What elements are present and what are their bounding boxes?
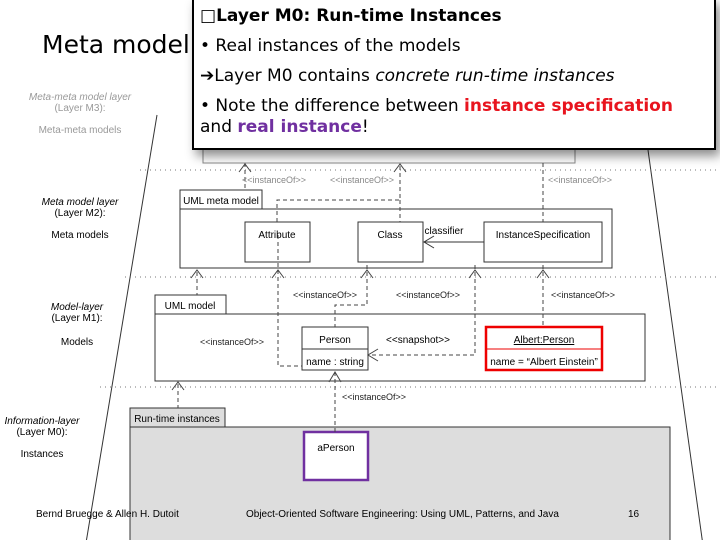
callout-line2: Layer M0 contains (214, 66, 376, 86)
person-label: Person (319, 335, 351, 346)
layer-m2-desc: Meta models (51, 230, 108, 241)
layer-separators (100, 169, 720, 388)
snapshot-label: <<snapshot>> (386, 335, 450, 346)
instancespecification-label: InstanceSpecification (496, 230, 591, 241)
person-attribute: name : string (306, 357, 364, 368)
layer-m0-name: Information-layer (4, 416, 80, 427)
callout-box: □Layer M0: Run-time Instances • Real ins… (192, 0, 716, 150)
callout-line3-and: and (200, 117, 238, 137)
trapezoid-right (647, 149, 703, 540)
layer-m0-level: (Layer M0): (16, 427, 67, 438)
instanceof-label: <<instanceOf>> (200, 337, 264, 347)
albert-attribute: name = “Albert Einstein” (490, 357, 598, 368)
instanceof-labels: <<instanceOf>> <<instanceOf>> <<instance… (242, 175, 612, 185)
uml-meta-model-label: UML meta model (183, 196, 259, 207)
albert-label: Albert:Person (514, 335, 575, 346)
classifier-label: classifier (425, 226, 465, 237)
callout-line3-end: ! (361, 117, 369, 137)
arrow-icon: ➔ (200, 66, 215, 86)
m2-package (179, 189, 613, 269)
square-bullet-icon: □ (200, 6, 217, 26)
layer-m2-name: Meta model layer (42, 197, 119, 208)
instanceof-label: <<instanceOf>> (396, 290, 460, 300)
layer-m1-name: Model-layer (51, 302, 104, 313)
runtime-instances-label: Run-time instances (134, 414, 220, 425)
page-number: 16 (628, 509, 640, 520)
instanceof-label: <<instanceOf>> (551, 290, 615, 300)
callout-line3: • Note the difference between (200, 96, 465, 116)
callout-line2-italic: concrete run-time instances (375, 66, 615, 86)
layer-m1-desc: Models (61, 337, 93, 348)
albert-instance-spec (484, 325, 604, 372)
callout-bullet-1: • Real instances of the models (200, 36, 461, 56)
aperson-label: aPerson (317, 443, 354, 454)
instancespecification-class (483, 221, 603, 263)
layer-m2-level: (Layer M2): (54, 208, 105, 219)
footer-authors: Bernd Bruegge & Allen H. Dutoit (36, 509, 179, 520)
classifier-association (423, 235, 484, 249)
class-class (357, 221, 424, 263)
dependency-arrowheads (171, 163, 550, 391)
instance-specification-highlight: instance specification (464, 96, 673, 116)
instanceof-label: <<instanceOf>> (242, 175, 306, 185)
m0-package (129, 407, 671, 540)
instanceof-label: <<instanceOf>> (548, 175, 612, 185)
instanceof-label: <<instanceOf>> (330, 175, 394, 185)
layer-m0-desc: Instances (21, 449, 64, 460)
instanceof-label: <<instanceOf>> (293, 290, 357, 300)
instanceof-label: <<instanceOf>> (342, 392, 406, 402)
slide-title: Meta model (42, 30, 190, 59)
layer-labels: Meta-meta model layer (Layer M3): Meta-m… (4, 92, 131, 460)
uml-model-label: UML model (165, 301, 216, 312)
instanceof-labels-m1: <<instanceOf>> <<instanceOf>> <<instance… (200, 290, 615, 402)
attribute-label: Attribute (258, 230, 296, 241)
footer-book-title: Object-Oriented Software Engineering: Us… (246, 509, 559, 520)
real-instance-highlight: real instance (237, 117, 362, 137)
class-label: Class (377, 230, 402, 241)
instanceof-dependencies (177, 163, 544, 432)
layer-m3-level: (Layer M3): (54, 103, 105, 114)
aperson-instance (302, 430, 370, 482)
layer-m3-name: Meta-meta model layer (29, 92, 132, 103)
trapezoid-left (85, 114, 158, 540)
layer-m1-level: (Layer M1): (51, 313, 102, 324)
layer-m3-desc: Meta-meta models (39, 125, 122, 136)
callout-heading: Layer M0: Run-time Instances (216, 6, 502, 26)
